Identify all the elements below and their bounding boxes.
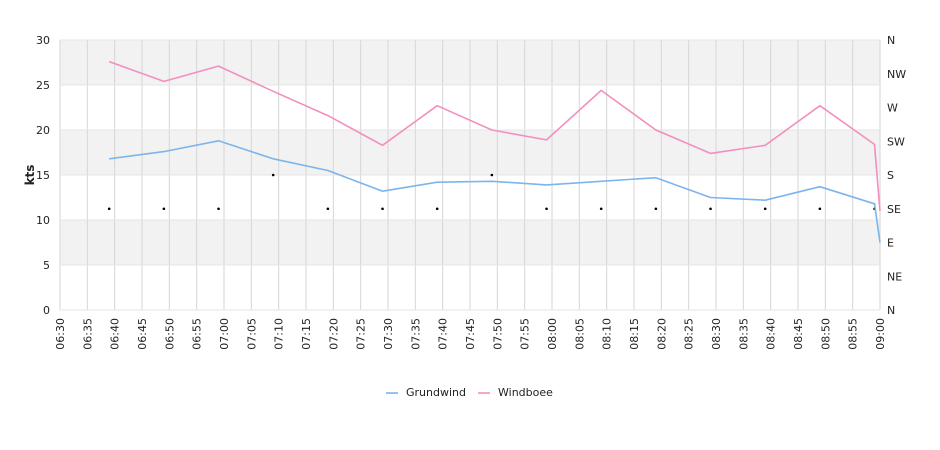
direction-marker: [381, 207, 384, 211]
legend-label-windboee: Windboee: [498, 386, 553, 399]
direction-marker: [107, 207, 111, 211]
y2-tick-label: W: [887, 102, 898, 115]
x-tick-label: 08:30: [710, 318, 723, 350]
y2-tick-label: NE: [887, 270, 902, 283]
direction-markers: [107, 173, 876, 211]
x-tick-label: 07:45: [464, 318, 477, 350]
x-tick-label: 08:15: [628, 318, 641, 350]
y2-tick-label: N: [887, 34, 895, 47]
x-tick-label: 07:25: [355, 318, 368, 350]
x-tick-label: 08:20: [655, 318, 668, 350]
y2-tick-label: NW: [887, 68, 906, 81]
y-axis-ticks: 0 5 10 15 20 25 30: [36, 34, 50, 317]
direction-marker: [490, 173, 494, 177]
x-tick-label: 06:35: [81, 318, 94, 350]
y2-axis-ticks: N NE E SE S SW W NW N: [887, 34, 906, 317]
x-tick-label: 08:45: [792, 318, 805, 350]
direction-marker: [709, 207, 712, 211]
y2-tick-label: E: [887, 237, 894, 250]
x-tick-label: 08:00: [546, 318, 559, 350]
x-tick-label: 07:05: [245, 318, 258, 350]
direction-marker: [326, 207, 330, 211]
x-tick-label: 07:15: [300, 318, 313, 350]
x-tick-label: 07:20: [327, 318, 340, 350]
y-tick-label: 25: [36, 79, 50, 92]
y-tick-label: 20: [36, 124, 50, 137]
legend: Grundwind Windboee: [386, 386, 553, 399]
direction-marker: [599, 207, 603, 211]
legend-label-grundwind: Grundwind: [406, 386, 466, 399]
direction-marker: [217, 207, 220, 211]
x-tick-label: 08:10: [601, 318, 614, 350]
y2-tick-label: SW: [887, 135, 905, 148]
x-tick-label: 08:05: [573, 318, 586, 350]
y-tick-label: 15: [36, 169, 50, 182]
x-tick-label: 08:25: [683, 318, 696, 350]
direction-marker: [545, 207, 548, 211]
y-tick-label: 0: [43, 304, 50, 317]
x-tick-label: 07:30: [382, 318, 395, 350]
x-tick-label: 06:55: [191, 318, 204, 350]
x-tick-label: 08:55: [847, 318, 860, 350]
y-axis-title: kts: [23, 165, 37, 186]
x-tick-label: 09:00: [874, 318, 887, 350]
direction-marker: [654, 207, 658, 211]
x-tick-label: 08:40: [765, 318, 778, 350]
series-lines: [108, 60, 881, 243]
direction-marker: [818, 207, 822, 211]
x-tick-label: 08:35: [737, 318, 750, 350]
x-tick-label: 06:45: [136, 318, 149, 350]
y-tick-label: 5: [43, 259, 50, 272]
y-tick-label: 30: [36, 34, 50, 47]
y2-tick-label: N: [887, 304, 895, 317]
series-line-grundwind: [109, 140, 881, 243]
x-tick-label: 07:40: [437, 318, 450, 350]
x-tick-label: 07:50: [491, 318, 504, 350]
x-tick-label: 07:10: [273, 318, 286, 350]
direction-marker: [435, 207, 439, 211]
x-tick-label: 06:50: [163, 318, 176, 350]
x-tick-label: 07:00: [218, 318, 231, 350]
direction-marker: [763, 207, 767, 211]
x-tick-label: 07:35: [409, 318, 422, 350]
x-tick-label: 07:55: [519, 318, 532, 350]
horizontal-grid: [60, 39, 880, 311]
x-axis-ticks: 06:30 06:35 06:40 06:45 06:50 06:55 07:00 07:05…: [54, 318, 887, 350]
x-tick-label: 06:40: [109, 318, 122, 350]
y2-tick-label: S: [887, 169, 894, 182]
direction-marker: [162, 207, 166, 211]
y2-tick-label: SE: [887, 203, 901, 216]
direction-marker: [271, 173, 275, 177]
y-tick-label: 10: [36, 214, 50, 227]
x-tick-label: 06:30: [54, 318, 67, 350]
series-line-windboee: [108, 60, 881, 212]
x-tick-label: 08:50: [819, 318, 832, 350]
